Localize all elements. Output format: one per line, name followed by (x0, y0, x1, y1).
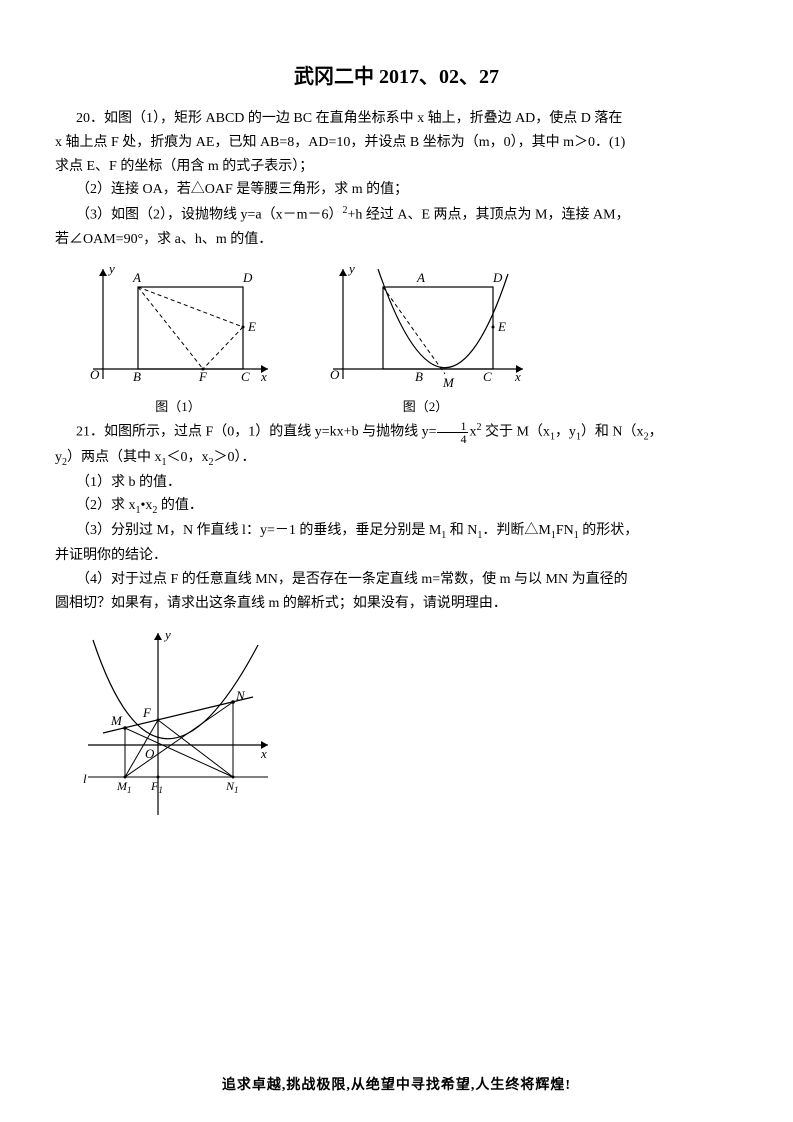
p21-l5e: 的形状， (579, 523, 639, 538)
svg-text:A: A (416, 270, 425, 285)
p20-line1: 20．如图（1），矩形 ABCD 的一边 BC 在直角坐标系中 x 轴上，折叠边… (55, 107, 738, 131)
page-header: 武冈二中 2017、02、27 (55, 60, 738, 89)
p21-l2d: ＞0）． (214, 450, 256, 465)
p21-line2: y2）两点（其中 x1＜0，x2＞0）． (55, 446, 738, 471)
p20-line5b: +h 经过 A、E 两点，其顶点为 M，连接 AM， (348, 208, 630, 223)
svg-text:l: l (83, 771, 87, 786)
p20-line5a: （3）如图（2），设抛物线 y=a（x－m－6） (76, 208, 343, 223)
svg-text:O: O (90, 367, 100, 382)
svg-text:M: M (442, 375, 455, 390)
p20-line5: （3）如图（2），设抛物线 y=a（x－m－6）2+h 经过 A、E 两点，其顶… (55, 202, 738, 227)
figure-2-wrap: O A D B C E M x y 图（2） (323, 259, 528, 415)
frac-1-4: 14 (437, 420, 468, 445)
p20-line4: （2）连接 OA，若△OAF 是等腰三角形，求 m 的值； (55, 178, 738, 202)
p20-line6: 若∠OAM=90°，求 a、h、m 的值． (55, 228, 738, 252)
p21-l2c: ＜0，x (167, 450, 209, 465)
p21-l1a: 21．如图所示，过点 F（0，1）的直线 y=kx+b 与抛物线 y= (76, 425, 436, 440)
p21-l5b: 和 N (446, 523, 477, 538)
p21-l5d: FN (556, 523, 574, 538)
svg-text:y: y (347, 261, 355, 276)
svg-text:F: F (198, 369, 208, 384)
svg-text:C: C (241, 369, 250, 384)
p20-line2: x 轴上点 F 处，折痕为 AE，已知 AB=8，AD=10，并设点 B 坐标为… (55, 131, 738, 155)
figure-3-svg: O x y F M N M1 F1 N1 l (83, 625, 278, 820)
svg-text:D: D (492, 270, 503, 285)
svg-text:x: x (260, 746, 267, 761)
figure-row-1: O A D B C E F x y 图（1） (83, 259, 738, 415)
p21-line1: 21．如图所示，过点 F（0，1）的直线 y=kx+b 与抛物线 y=14x2 … (55, 419, 738, 445)
p21-line3: （1）求 b 的值． (55, 471, 738, 495)
p21-line5: （3）分别过 M，N 作直线 l：y=－1 的垂线，垂足分别是 M1 和 N1．… (55, 519, 738, 544)
svg-text:O: O (330, 367, 340, 382)
figure-1-wrap: O A D B C E F x y 图（1） (83, 259, 273, 415)
p21-line8: 圆相切？如果有，请求出这条直线 m 的解析式；如果没有，请说明理由． (55, 592, 738, 616)
svg-text:E: E (497, 319, 506, 334)
figure-1-caption: 图（1） (83, 396, 273, 415)
p21-l5c: ．判断△M (482, 523, 550, 538)
p21-l1f: ， (649, 425, 663, 440)
svg-text:A: A (132, 270, 141, 285)
p21-l2a: y (55, 450, 62, 465)
p21-l1c: 交于 M（x (481, 425, 549, 440)
svg-text:x: x (260, 369, 267, 384)
svg-text:B: B (133, 369, 141, 384)
svg-text:x: x (514, 369, 521, 384)
p21-l2b: ）两点（其中 x (67, 450, 162, 465)
figure-2-svg: O A D B C E M x y (323, 259, 528, 394)
svg-text:B: B (415, 369, 423, 384)
svg-text:O: O (145, 746, 155, 761)
svg-text:y: y (163, 627, 171, 642)
figure-2-caption: 图（2） (323, 396, 528, 415)
svg-text:N1: N1 (225, 779, 239, 795)
svg-text:F1: F1 (150, 779, 163, 795)
svg-text:M1: M1 (116, 779, 132, 795)
svg-text:F: F (142, 705, 152, 720)
p21-line6: 并证明你的结论． (55, 544, 738, 568)
p21-line7: （4）对于过点 F 的任意直线 MN，是否存在一条定直线 m=常数，使 m 与以… (55, 568, 738, 592)
p21-l5a: （3）分别过 M，N 作直线 l：y=－1 的垂线，垂足分别是 M (76, 523, 441, 538)
svg-text:y: y (107, 261, 115, 276)
svg-text:D: D (242, 270, 253, 285)
figure-3-wrap: O x y F M N M1 F1 N1 l (83, 625, 738, 820)
svg-text:C: C (483, 369, 492, 384)
figure-1-svg: O A D B C E F x y (83, 259, 273, 394)
svg-text:M: M (110, 713, 123, 728)
page-footer: 追求卓越,挑战极限,从绝望中寻找希望,人生终将辉煌! (0, 1074, 793, 1094)
p21-l1d: ，y (555, 425, 576, 440)
p21-line4: （2）求 x1•x2 的值． (55, 494, 738, 519)
svg-text:N: N (235, 688, 246, 703)
p20-line3: 求点 E、F 的坐标（用含 m 的式子表示）； (55, 155, 738, 179)
svg-text:E: E (247, 319, 256, 334)
p21-l1e: ）和 N（x (581, 425, 644, 440)
